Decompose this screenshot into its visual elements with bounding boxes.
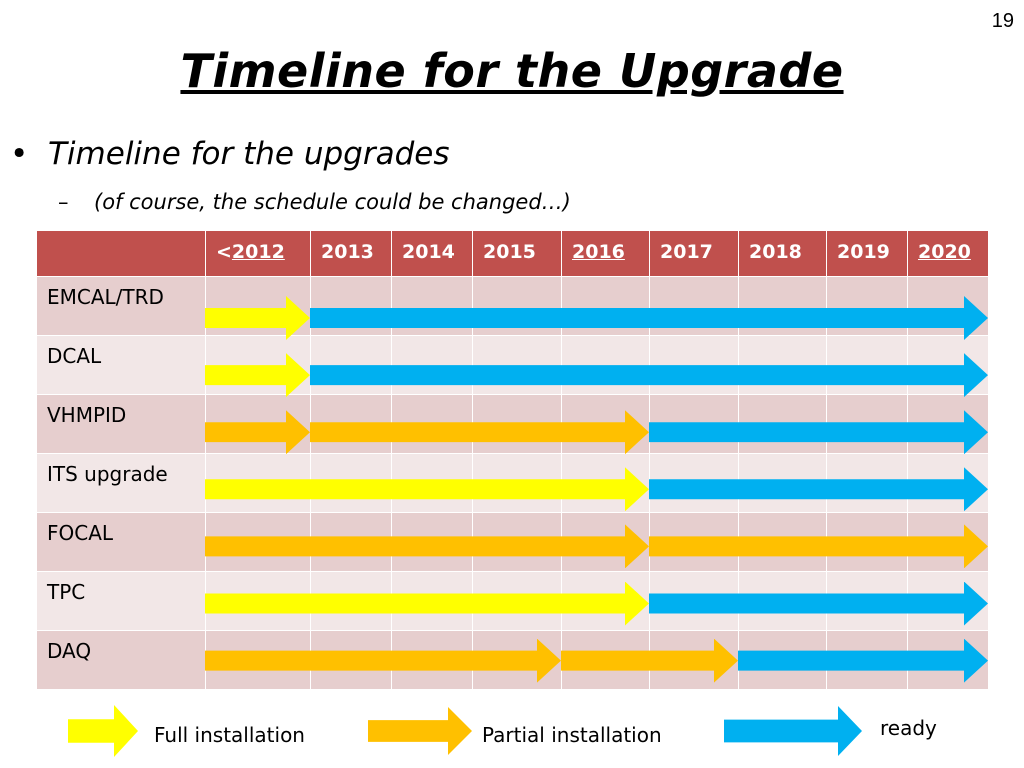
bullet-item: • Timeline for the upgrades [10, 136, 449, 172]
year-header: 2017 [649, 230, 739, 277]
row-label: DCAL [36, 335, 206, 395]
legend-ready-label: ready [880, 716, 937, 740]
header-corner-cell [36, 230, 206, 277]
row-label: FOCAL [36, 512, 206, 572]
bullet-text: Timeline for the upgrades [48, 136, 450, 172]
dash-icon: – [58, 190, 69, 214]
sub-bullet-text: (of course, the schedule could be change… [94, 190, 571, 214]
year-header: 2014 [391, 230, 473, 277]
ready-arrow-icon [724, 706, 862, 756]
year-header: 2016 [561, 230, 650, 277]
row-label: VHMPID [36, 394, 206, 454]
timeline-table: <2012 2013 2014 2015 2016 2017 2018 2019… [36, 230, 989, 690]
table-row: DCAL [36, 335, 989, 395]
row-label: EMCAL/TRD [36, 276, 206, 336]
row-label: TPC [36, 571, 206, 631]
year-header: 2020 [907, 230, 989, 277]
row-label: ITS upgrade [36, 453, 206, 513]
year-header: 2013 [310, 230, 392, 277]
legend-full-label: Full installation [154, 723, 305, 747]
legend-partial-label: Partial installation [482, 723, 662, 747]
year-header: 2018 [738, 230, 827, 277]
row-label: DAQ [36, 630, 206, 690]
partial-installation-arrow-icon [368, 707, 472, 755]
year-header: 2015 [472, 230, 562, 277]
sub-bullet-item: – (of course, the schedule could be chang… [58, 190, 571, 214]
year-header: 2019 [826, 230, 908, 277]
header-row: <2012 2013 2014 2015 2016 2017 2018 2019… [36, 230, 989, 277]
slide-title: Timeline for the Upgrade [180, 44, 844, 98]
full-installation-arrow-icon [68, 705, 138, 757]
bullet-dot-icon: • [10, 136, 29, 172]
year-header: <2012 [205, 230, 311, 277]
page-number: 19 [991, 10, 1014, 32]
